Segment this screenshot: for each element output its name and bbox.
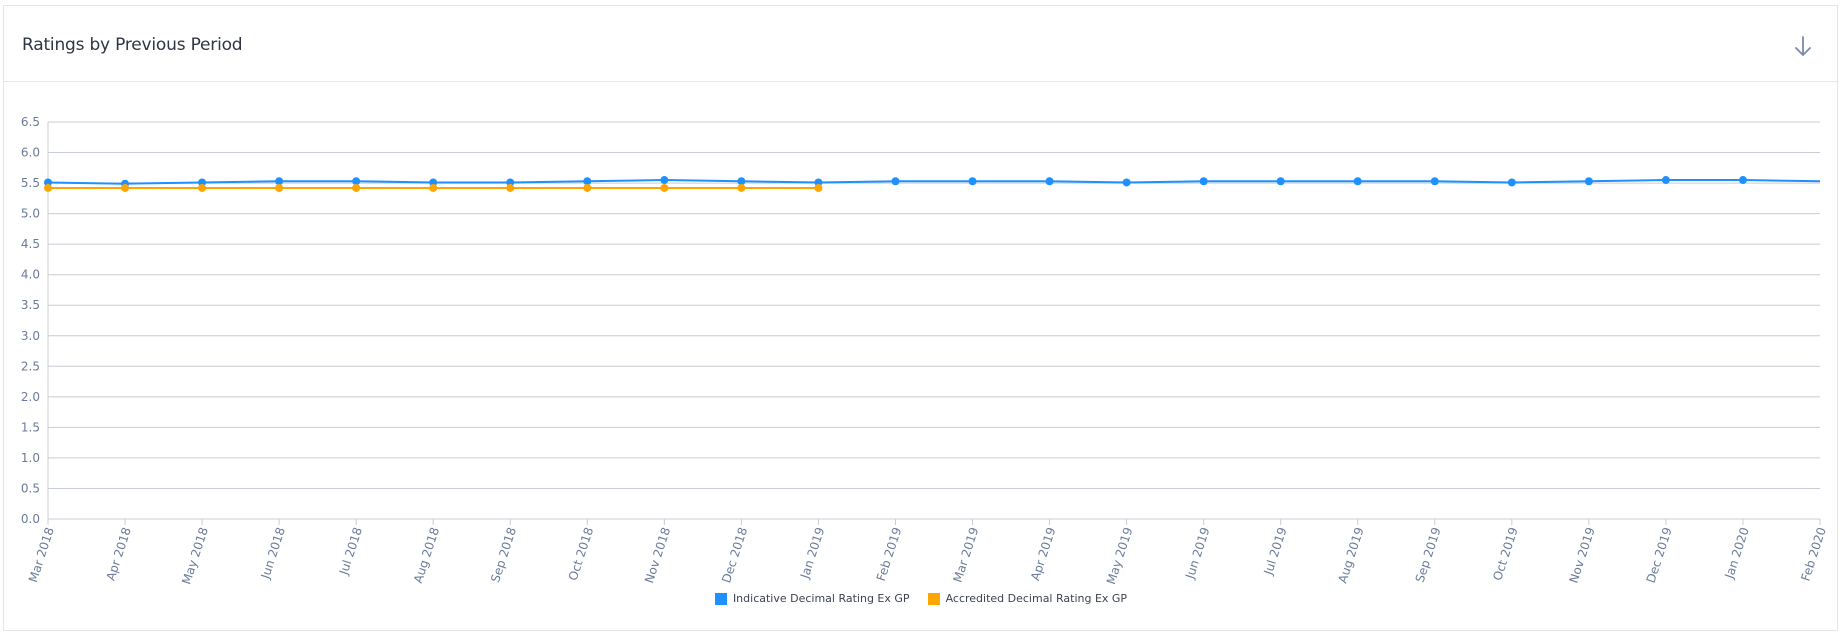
legend-swatch bbox=[714, 592, 727, 605]
series-1-point bbox=[583, 177, 592, 186]
series-1-point bbox=[1584, 177, 1593, 186]
x-tick-label: Jan 2020 bbox=[1722, 526, 1752, 582]
series-2-point bbox=[121, 183, 130, 192]
series-1-point bbox=[1507, 178, 1516, 187]
y-tick-label: 0.0 bbox=[21, 512, 40, 526]
x-tick-label: Jun 2019 bbox=[1182, 526, 1212, 582]
download-button[interactable] bbox=[1791, 34, 1815, 60]
x-tick-label: Apr 2019 bbox=[1028, 526, 1058, 583]
series-1-point bbox=[198, 178, 207, 187]
series-1-point bbox=[891, 177, 900, 186]
x-tick-label: Sep 2019 bbox=[1413, 526, 1444, 585]
x-tick-label: Feb 2019 bbox=[874, 526, 904, 583]
series-line-1 bbox=[47, 179, 1821, 185]
series-1-point bbox=[1199, 177, 1208, 186]
series-2-point bbox=[429, 183, 438, 192]
y-tick-label: 0.5 bbox=[21, 481, 40, 495]
series-1-point bbox=[1738, 176, 1747, 185]
y-tick-label: 5.0 bbox=[21, 207, 40, 221]
series-2-point bbox=[44, 183, 52, 192]
legend-swatch bbox=[927, 592, 940, 605]
chart-legend: Indicative Decimal Rating Ex GP Accredite… bbox=[0, 592, 1842, 605]
series-1-point bbox=[1122, 178, 1131, 187]
x-tick-label: Apr 2018 bbox=[104, 526, 134, 583]
series-1-point bbox=[1276, 177, 1285, 186]
series-1-point bbox=[1430, 177, 1439, 186]
arrow-down-icon bbox=[1795, 36, 1811, 56]
series-2-point bbox=[583, 183, 592, 192]
x-tick-label: Oct 2019 bbox=[1490, 526, 1520, 583]
x-tick-label: Jul 2019 bbox=[1261, 526, 1290, 578]
y-tick-label: 4.0 bbox=[21, 268, 40, 282]
x-tick-label: Aug 2019 bbox=[1335, 526, 1366, 585]
series-2-point bbox=[275, 183, 284, 192]
y-tick-label: 3.0 bbox=[21, 329, 40, 343]
y-tick-label: 6.0 bbox=[21, 146, 40, 160]
x-tick-label: Dec 2019 bbox=[1644, 526, 1675, 585]
series-1-point bbox=[1353, 177, 1362, 186]
x-tick-label: Nov 2018 bbox=[642, 526, 673, 585]
series-1-point bbox=[506, 178, 515, 187]
x-tick-label: Nov 2019 bbox=[1567, 526, 1598, 585]
x-tick-label: Mar 2019 bbox=[950, 526, 981, 585]
series-2-point bbox=[660, 183, 669, 192]
y-tick-label: 4.5 bbox=[21, 237, 40, 251]
series-1-point bbox=[814, 178, 823, 187]
series-1-point bbox=[1045, 177, 1054, 186]
x-tick-label: May 2018 bbox=[179, 526, 211, 587]
x-tick-label: Oct 2018 bbox=[566, 526, 596, 583]
x-tick-label: Feb 2020 bbox=[1798, 526, 1828, 583]
x-tick-label: Jun 2018 bbox=[258, 526, 288, 582]
series-2-point bbox=[814, 183, 823, 192]
series-1-point bbox=[1661, 176, 1670, 185]
x-tick-label: Mar 2018 bbox=[26, 526, 57, 585]
series-1-point bbox=[429, 178, 438, 187]
series-1-point bbox=[275, 177, 284, 186]
x-tick-label: Jul 2018 bbox=[336, 526, 365, 578]
y-tick-label: 1.0 bbox=[21, 451, 40, 465]
chart-card: Ratings by Previous Period bbox=[3, 5, 1838, 631]
y-tick-label: 6.5 bbox=[21, 115, 40, 129]
legend-item-1[interactable]: Indicative Decimal Rating Ex GP bbox=[714, 592, 910, 605]
legend-item-2[interactable]: Accredited Decimal Rating Ex GP bbox=[927, 592, 1128, 605]
series-1-point bbox=[352, 177, 361, 186]
y-tick-label: 2.0 bbox=[21, 390, 40, 404]
series-2-point bbox=[506, 183, 515, 192]
chart-title: Ratings by Previous Period bbox=[22, 35, 243, 55]
x-tick-label: Aug 2018 bbox=[411, 526, 442, 585]
y-tick-label: 1.5 bbox=[21, 420, 40, 434]
line-chart: 0.0 0.5 1.0 1.5 2.0 2.5 3.0 3.5 4.0 4.5 5.0 5.5 6.0 6… bbox=[21, 115, 1829, 587]
series-1-point bbox=[968, 177, 977, 186]
legend-label: Accredited Decimal Rating Ex GP bbox=[945, 592, 1128, 605]
series-2-point bbox=[352, 183, 361, 192]
x-tick-label: Jan 2019 bbox=[797, 526, 827, 582]
y-tick-label: 2.5 bbox=[21, 359, 40, 373]
series-2-point bbox=[198, 183, 207, 192]
x-tick-label: May 2019 bbox=[1104, 526, 1136, 587]
legend-label: Indicative Decimal Rating Ex GP bbox=[732, 592, 910, 605]
series-1-point bbox=[737, 177, 746, 186]
card-header: Ratings by Previous Period bbox=[4, 6, 1837, 82]
x-tick-label: Sep 2018 bbox=[488, 526, 519, 585]
x-tick-label: Dec 2018 bbox=[719, 526, 750, 585]
series-1-point bbox=[660, 176, 669, 185]
y-tick-label: 5.5 bbox=[21, 176, 40, 190]
series-2-point bbox=[737, 183, 746, 192]
series-1-point bbox=[44, 178, 52, 187]
y-tick-label: 3.5 bbox=[21, 298, 40, 312]
